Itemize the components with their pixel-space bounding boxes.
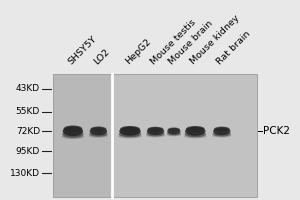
Text: PCK2: PCK2 [263, 126, 290, 136]
Ellipse shape [119, 131, 141, 137]
Ellipse shape [185, 127, 206, 136]
Ellipse shape [147, 127, 164, 135]
Ellipse shape [214, 127, 230, 132]
Text: SHSY5Y: SHSY5Y [67, 34, 99, 66]
Text: Mouse testis: Mouse testis [149, 17, 198, 66]
Text: HepG2: HepG2 [124, 37, 153, 66]
Ellipse shape [118, 134, 142, 138]
Text: 72KD: 72KD [16, 127, 40, 136]
Ellipse shape [212, 134, 231, 137]
Text: 95KD: 95KD [16, 147, 40, 156]
Ellipse shape [90, 127, 107, 135]
Text: Rat brain: Rat brain [215, 29, 253, 66]
Ellipse shape [184, 134, 206, 138]
Ellipse shape [90, 126, 106, 132]
Ellipse shape [146, 131, 165, 136]
Text: 55KD: 55KD [16, 107, 40, 116]
Ellipse shape [213, 131, 231, 137]
FancyBboxPatch shape [112, 74, 256, 197]
Ellipse shape [148, 127, 164, 132]
Text: Mouse brain: Mouse brain [167, 18, 215, 66]
Ellipse shape [146, 133, 165, 137]
Ellipse shape [167, 128, 181, 134]
Ellipse shape [120, 126, 140, 132]
Ellipse shape [119, 127, 141, 136]
Ellipse shape [186, 126, 205, 132]
Ellipse shape [167, 131, 181, 136]
Ellipse shape [62, 131, 84, 138]
Ellipse shape [167, 133, 181, 136]
Ellipse shape [62, 134, 84, 139]
Ellipse shape [213, 127, 230, 135]
Ellipse shape [184, 131, 206, 137]
Text: Mouse kidney: Mouse kidney [189, 13, 242, 66]
Ellipse shape [64, 125, 82, 132]
Ellipse shape [89, 134, 108, 138]
Text: LO2: LO2 [92, 47, 111, 66]
Text: 130KD: 130KD [10, 169, 40, 178]
Ellipse shape [63, 126, 83, 136]
Ellipse shape [168, 127, 180, 132]
Ellipse shape [89, 131, 107, 137]
FancyBboxPatch shape [52, 74, 112, 197]
Text: 43KD: 43KD [16, 84, 40, 93]
